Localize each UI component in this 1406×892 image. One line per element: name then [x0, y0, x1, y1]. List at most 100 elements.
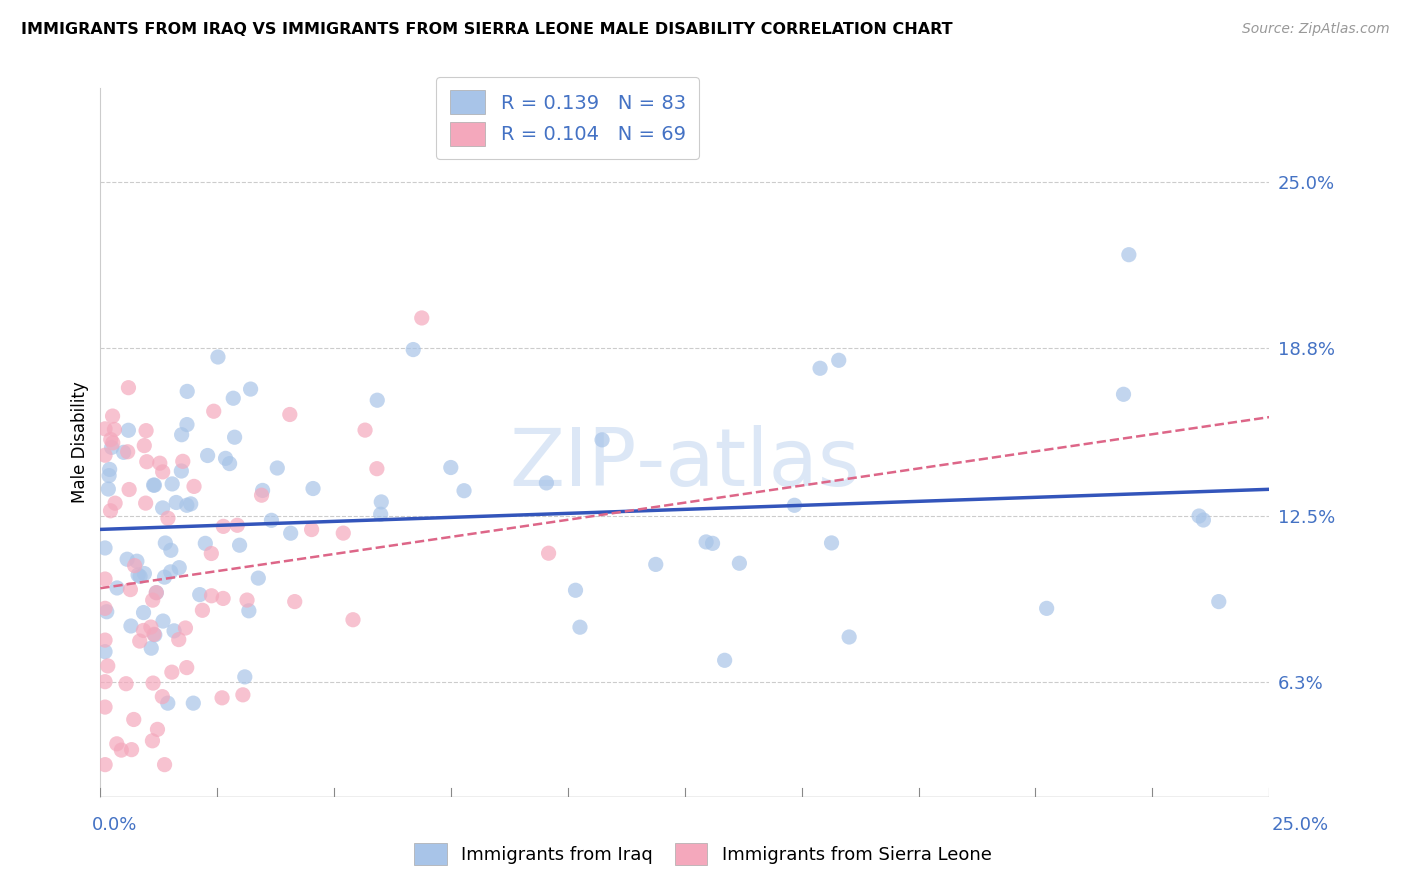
- Point: [160, 665, 183, 680]
- Point: [152, 500, 174, 515]
- Point: [222, 391, 245, 405]
- Point: [302, 482, 325, 496]
- Point: [233, 670, 256, 684]
- Point: [135, 455, 157, 469]
- Point: [132, 606, 155, 620]
- Point: [110, 743, 132, 757]
- Point: [366, 461, 388, 475]
- Point: [134, 439, 156, 453]
- Point: [167, 560, 190, 574]
- Point: [105, 737, 128, 751]
- Text: ZIP­atlas: ZIP­atlas: [509, 425, 860, 503]
- Point: [170, 427, 193, 442]
- Point: [163, 624, 186, 638]
- Point: [728, 556, 751, 570]
- Point: [366, 393, 388, 408]
- Point: [453, 483, 475, 498]
- Point: [1118, 248, 1140, 262]
- Point: [644, 558, 666, 572]
- Point: [207, 350, 229, 364]
- Point: [232, 688, 254, 702]
- Text: IMMIGRANTS FROM IRAQ VS IMMIGRANTS FROM SIERRA LEONE MALE DISABILITY CORRELATION: IMMIGRANTS FROM IRAQ VS IMMIGRANTS FROM …: [21, 22, 953, 37]
- Point: [238, 604, 260, 618]
- Text: 25.0%: 25.0%: [1271, 816, 1329, 834]
- Point: [828, 353, 851, 368]
- Point: [160, 477, 183, 491]
- Point: [115, 552, 138, 566]
- Point: [1208, 594, 1230, 608]
- Point: [115, 676, 138, 690]
- Point: [440, 460, 463, 475]
- Point: [820, 536, 842, 550]
- Point: [97, 482, 120, 496]
- Point: [94, 541, 117, 555]
- Point: [100, 441, 122, 455]
- Point: [280, 526, 302, 541]
- Point: [370, 508, 392, 522]
- Point: [146, 723, 169, 737]
- Point: [181, 696, 204, 710]
- Point: [370, 495, 392, 509]
- Point: [354, 423, 377, 437]
- Point: [224, 430, 246, 444]
- Point: [156, 696, 179, 710]
- Point: [101, 409, 124, 423]
- Point: [142, 593, 165, 607]
- Point: [188, 588, 211, 602]
- Point: [117, 381, 139, 395]
- Point: [266, 461, 288, 475]
- Point: [218, 457, 240, 471]
- Point: [94, 601, 117, 615]
- Point: [134, 566, 156, 581]
- Point: [120, 582, 142, 597]
- Point: [183, 479, 205, 493]
- Point: [94, 633, 117, 648]
- Point: [165, 495, 187, 509]
- Point: [200, 589, 222, 603]
- Point: [122, 713, 145, 727]
- Point: [156, 511, 179, 525]
- Point: [135, 424, 157, 438]
- Point: [129, 569, 152, 583]
- Point: [117, 444, 139, 458]
- Point: [94, 572, 117, 586]
- Point: [591, 433, 613, 447]
- Point: [176, 384, 198, 399]
- Point: [176, 498, 198, 512]
- Point: [121, 742, 143, 756]
- Point: [212, 519, 235, 533]
- Point: [101, 435, 124, 450]
- Point: [100, 504, 122, 518]
- Point: [141, 641, 163, 656]
- Text: Source: ZipAtlas.com: Source: ZipAtlas.com: [1241, 22, 1389, 37]
- Point: [153, 570, 176, 584]
- Point: [94, 645, 117, 659]
- Point: [142, 676, 165, 690]
- Point: [260, 513, 283, 527]
- Point: [236, 593, 259, 607]
- Point: [228, 538, 250, 552]
- Point: [143, 478, 166, 492]
- Legend: Immigrants from Iraq, Immigrants from Sierra Leone: Immigrants from Iraq, Immigrants from Si…: [404, 832, 1002, 876]
- Point: [1188, 509, 1211, 524]
- Point: [141, 733, 163, 747]
- Point: [152, 614, 174, 628]
- Point: [301, 523, 323, 537]
- Point: [342, 613, 364, 627]
- Point: [278, 408, 301, 422]
- Point: [1035, 601, 1057, 615]
- Point: [564, 583, 586, 598]
- Point: [94, 700, 117, 714]
- Point: [252, 483, 274, 498]
- Point: [120, 619, 142, 633]
- Point: [152, 465, 174, 479]
- Point: [1112, 387, 1135, 401]
- Y-axis label: Male Disability: Male Disability: [72, 382, 89, 503]
- Point: [105, 581, 128, 595]
- Point: [1192, 513, 1215, 527]
- Point: [239, 382, 262, 396]
- Point: [783, 498, 806, 512]
- Point: [537, 546, 560, 560]
- Point: [536, 475, 558, 490]
- Point: [132, 624, 155, 638]
